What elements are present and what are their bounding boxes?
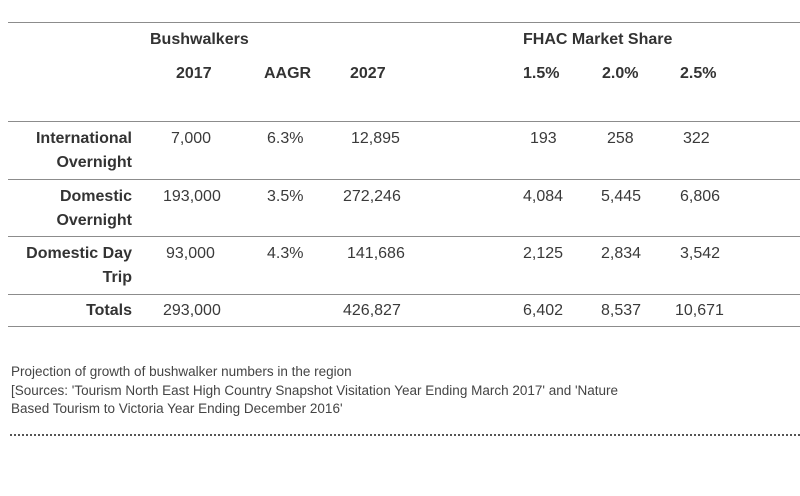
row-rule-2 [8,236,800,237]
table-cell: 2,125 [523,245,564,262]
row-label-international-overnight: International Overnight [8,127,132,175]
row-label-line1: International [35,130,132,147]
col-header-2017: 2017 [176,65,212,82]
table-cell: 6.3% [267,130,304,147]
bottom-rule [8,326,800,327]
header-rule [8,121,800,122]
table-cell: 4,084 [523,188,564,205]
table-cell: 322 [683,130,710,147]
table-cell: 141,686 [347,245,405,262]
table-cell: 272,246 [343,188,401,205]
col-header-2027: 2027 [350,65,386,82]
top-rule [8,22,800,23]
col-header-aagr: AAGR [264,65,312,82]
group-header-market-share: FHAC Market Share [523,31,673,48]
col-header-1-5: 1.5% [523,65,560,82]
table-cell: 258 [607,130,634,147]
row-label-line1: Domestic Day [26,245,132,262]
dotted-divider [10,434,800,436]
table-cell: 12,895 [351,130,400,147]
caption-sources-line1: [Sources: 'Tourism North East High Count… [11,383,619,398]
table-cell: 193 [530,130,557,147]
table-cell: 193,000 [163,188,221,205]
row-label-totals: Totals [86,302,132,319]
row-rule-3 [8,294,800,295]
row-label-line1: Domestic [59,188,132,205]
table-cell: 6,806 [680,188,721,205]
totals-cell: 10,671 [675,302,724,319]
table-cell: 3.5% [267,188,304,205]
row-label-domestic-day-trip: Domestic Day Trip [8,242,132,290]
totals-cell: 426,827 [343,302,401,319]
table-cell: 4.3% [267,245,304,262]
table-cell: 3,542 [680,245,721,262]
totals-cell: 8,537 [601,302,642,319]
caption-sources-line2: Based Tourism to Victoria Year Ending De… [11,401,343,416]
table-cell: 7,000 [171,130,212,147]
table-cell: 2,834 [601,245,642,262]
totals-cell: 6,402 [523,302,564,319]
col-header-2-5: 2.5% [680,65,717,82]
row-label-line2: Trip [102,269,132,286]
row-rule-1 [8,179,800,180]
totals-cell: 293,000 [163,302,221,319]
col-header-2-0: 2.0% [602,65,639,82]
row-label-line2: Overnight [56,154,132,171]
group-header-bushwalkers: Bushwalkers [150,31,249,48]
caption-title: Projection of growth of bushwalker numbe… [11,364,352,379]
row-label-domestic-overnight: Domestic Overnight [8,185,132,233]
table-cell: 5,445 [601,188,642,205]
row-label-line2: Overnight [56,212,132,229]
table-cell: 93,000 [166,245,215,262]
